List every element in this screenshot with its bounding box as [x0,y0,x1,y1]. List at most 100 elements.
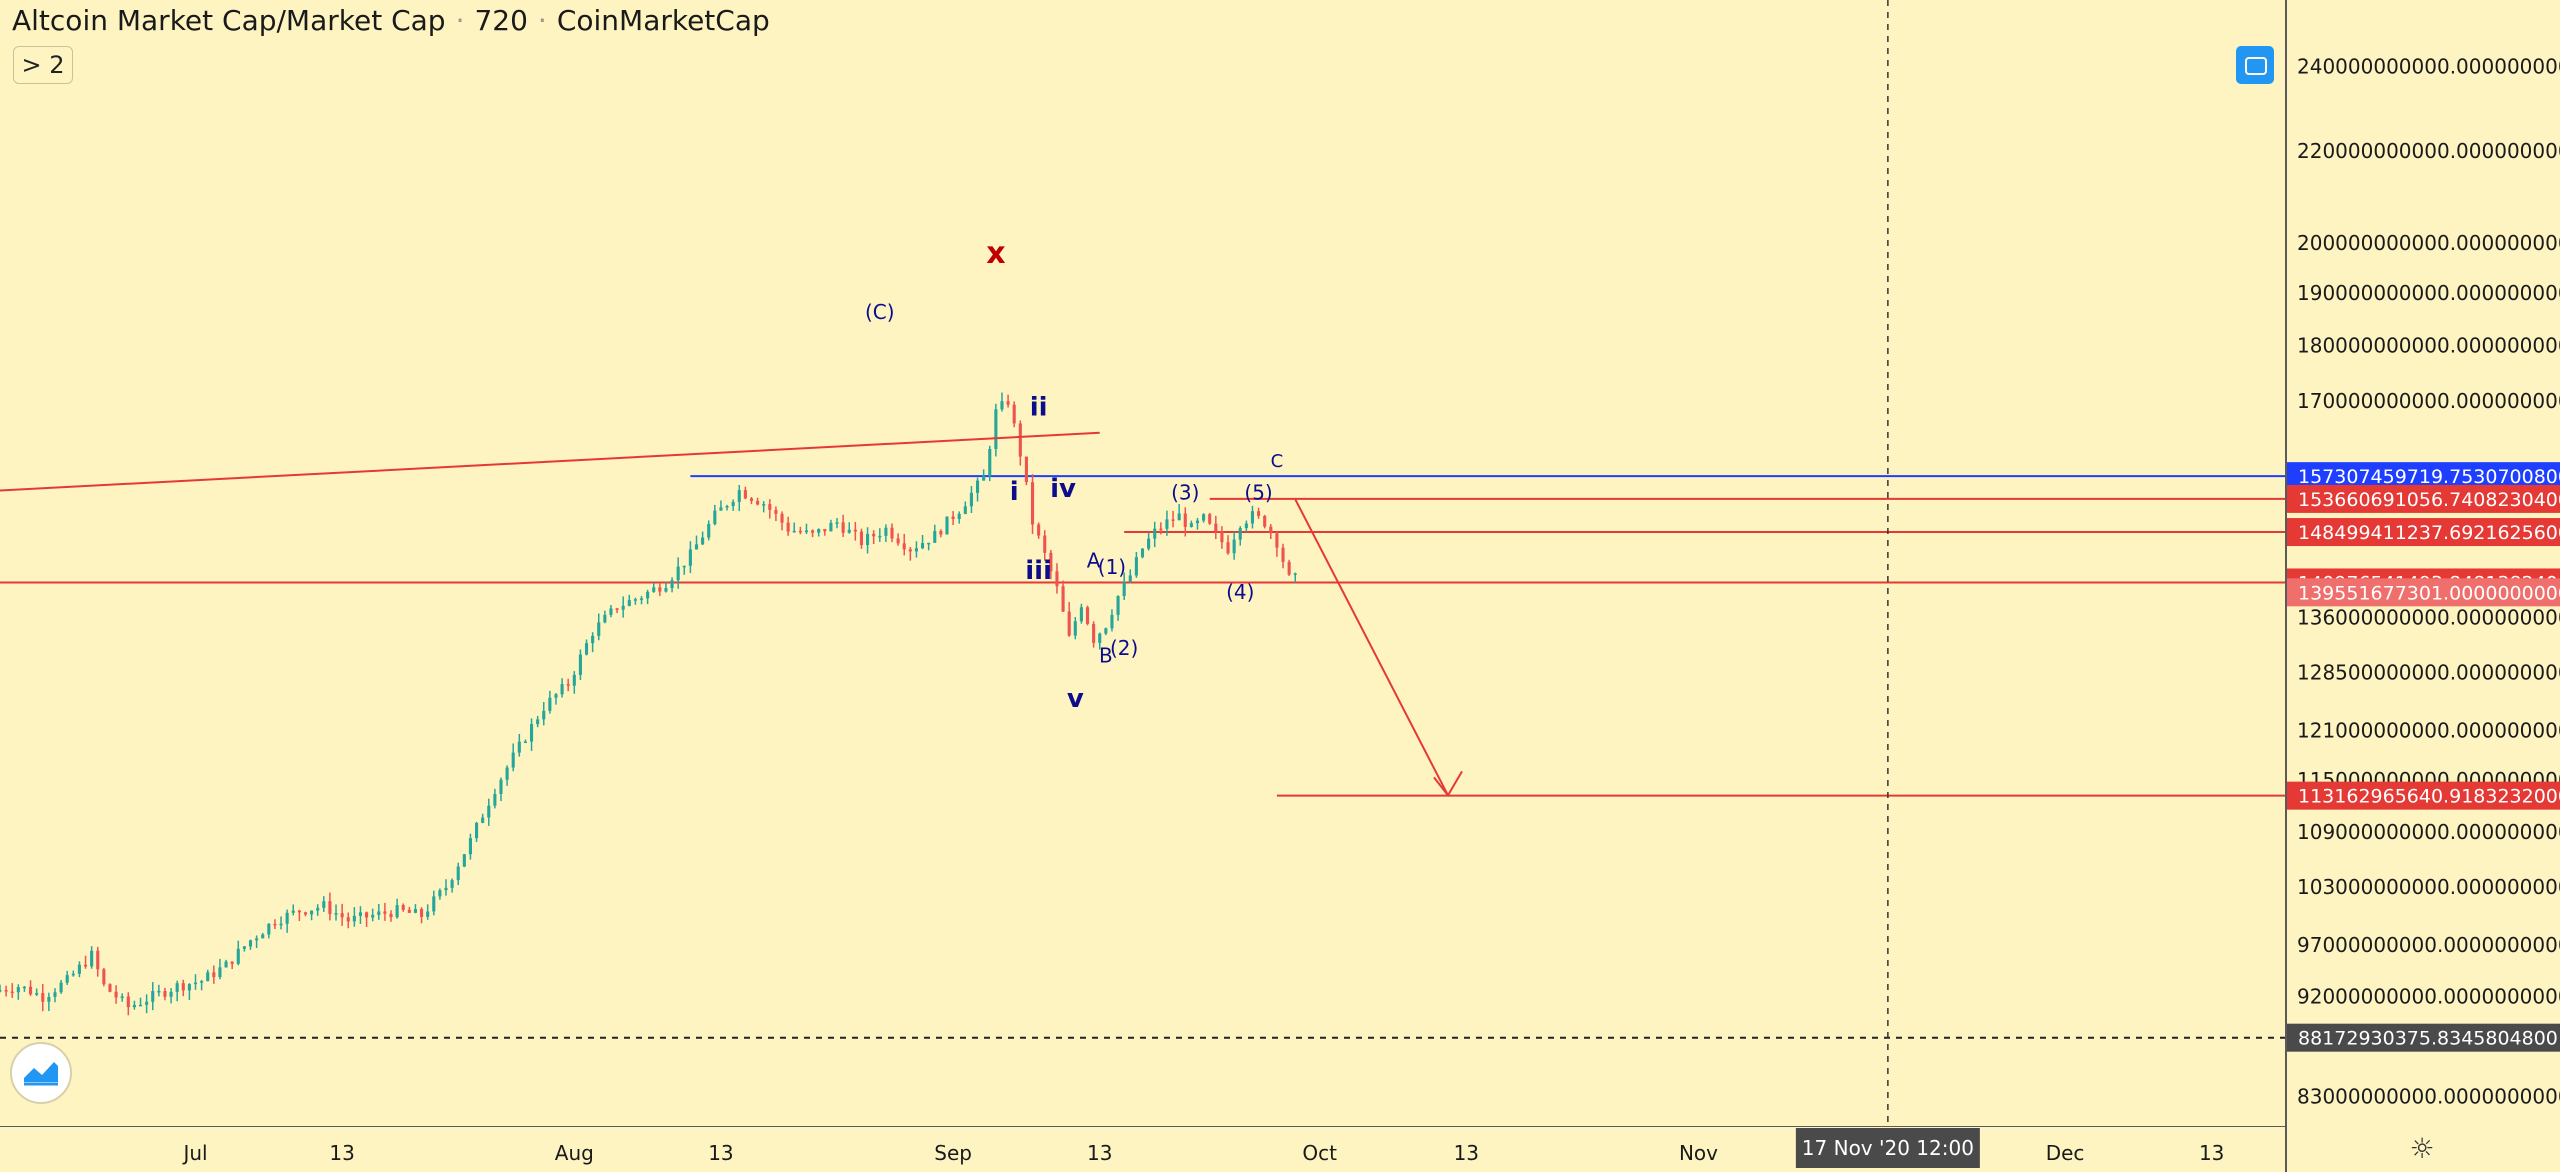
candle-body [988,448,992,477]
candle-body [829,522,833,532]
candle-body [83,964,88,967]
candle-body [1238,528,1242,540]
candle-body [285,912,289,924]
wave-label: iii [1025,556,1052,586]
candle-body [578,654,582,675]
trend-line[interactable] [0,431,1100,492]
candle-body [493,793,497,806]
candle-body [1287,561,1291,575]
time-axis-tick-label: 13 [2199,1141,2224,1165]
time-axis-tick-label: Nov [1679,1141,1718,1165]
candle-body [963,506,967,514]
candle-body [1000,401,1004,410]
candle-body [841,522,845,533]
candle-body [908,549,912,552]
candle-body [1171,519,1175,521]
candle-body [1134,557,1138,576]
symbol-name[interactable]: Altcoin Market Cap/Market Cap [12,4,446,37]
time-axis-separator [0,1126,2287,1127]
candle-body [707,524,711,538]
candle-body [920,543,925,549]
candle-body [206,972,210,982]
candle-body [927,542,931,545]
wave-label: (4) [1226,580,1254,604]
time-axis-tick-label: 13 [1087,1141,1112,1165]
screenshot-icon[interactable] [2236,46,2274,84]
candle-body [902,543,906,550]
candle-body [933,531,937,543]
candle-body [377,911,381,915]
price-axis-tick-label: 128500000000.0000000000 [2297,660,2560,684]
candle-body [853,529,857,532]
candle-body [615,608,619,610]
wave-label: ii [1030,392,1048,422]
candle-body [468,838,472,855]
candle-body [96,950,100,970]
candle-body [138,1004,143,1007]
candle-body [352,915,356,922]
candle-body [248,940,253,947]
candle-body [151,991,155,1002]
price-axis-tick-label: 220000000000.0000000000 [2297,139,2560,163]
candle-body [481,817,485,823]
candle-body [22,986,26,989]
candle-body [1202,514,1206,521]
candle-body [1263,515,1267,527]
price-axis-tick-label: 190000000000.0000000000 [2297,281,2560,305]
indicators-collapse-button[interactable]: > 2 [13,46,73,84]
time-axis-tick-label: Dec [2046,1141,2085,1165]
time-axis-tick-label: Aug [555,1141,594,1165]
candle-body [346,917,350,922]
candle-body [1037,524,1041,536]
candle-body [511,752,515,768]
candle-body [193,982,198,985]
candle-body [126,996,130,1008]
candle-body [529,724,534,742]
wave-label: C [1271,451,1284,472]
candle-body [1079,607,1083,622]
candle-body [951,516,955,520]
candle-body [1049,552,1053,572]
wave-label: (5) [1244,480,1272,504]
candle-body [255,938,259,941]
candle-body [401,905,405,910]
candle-body [114,991,118,998]
candle-body [108,984,112,992]
candle-body [548,697,552,711]
candle-body [523,741,527,744]
candle-body [261,934,265,939]
candle-body [1226,542,1230,554]
interval-label[interactable]: 720 [474,4,528,37]
price-axis-tick-label: 103000000000.0000000000 [2297,875,2560,899]
candle-body [145,1001,149,1005]
price-badge [2287,781,2560,810]
wave-label: A [1087,548,1101,572]
wave-label: i [1010,477,1019,507]
candle-body [756,500,760,505]
candle-body [1030,482,1035,525]
wave-label: (2) [1110,636,1138,660]
candle-body [273,923,277,926]
candle-body [572,674,576,686]
candle-body [187,984,191,991]
candle-body [1269,526,1273,534]
candle-body [389,913,393,918]
candle-body [1073,621,1077,636]
price-axis-tick-label: 109000000000.0000000000 [2297,820,2560,844]
wave-label: (1) [1098,555,1126,579]
price-badge-label: 148499411237.6921625600 [2298,522,2560,544]
candle-body [444,887,448,891]
candle-body [884,527,888,536]
candle-body [322,901,326,908]
candle-body [28,986,33,995]
trend-line[interactable] [1294,498,1449,796]
candle-body [676,566,680,581]
candle-body [1018,423,1022,457]
candle-body [597,622,601,636]
candle-body [59,982,63,993]
tradingview-logo-icon[interactable] [10,1042,72,1104]
candle-body [1244,523,1248,529]
candle-body [328,901,332,914]
settings-gear-icon[interactable]: ☼ [2409,1132,2435,1165]
